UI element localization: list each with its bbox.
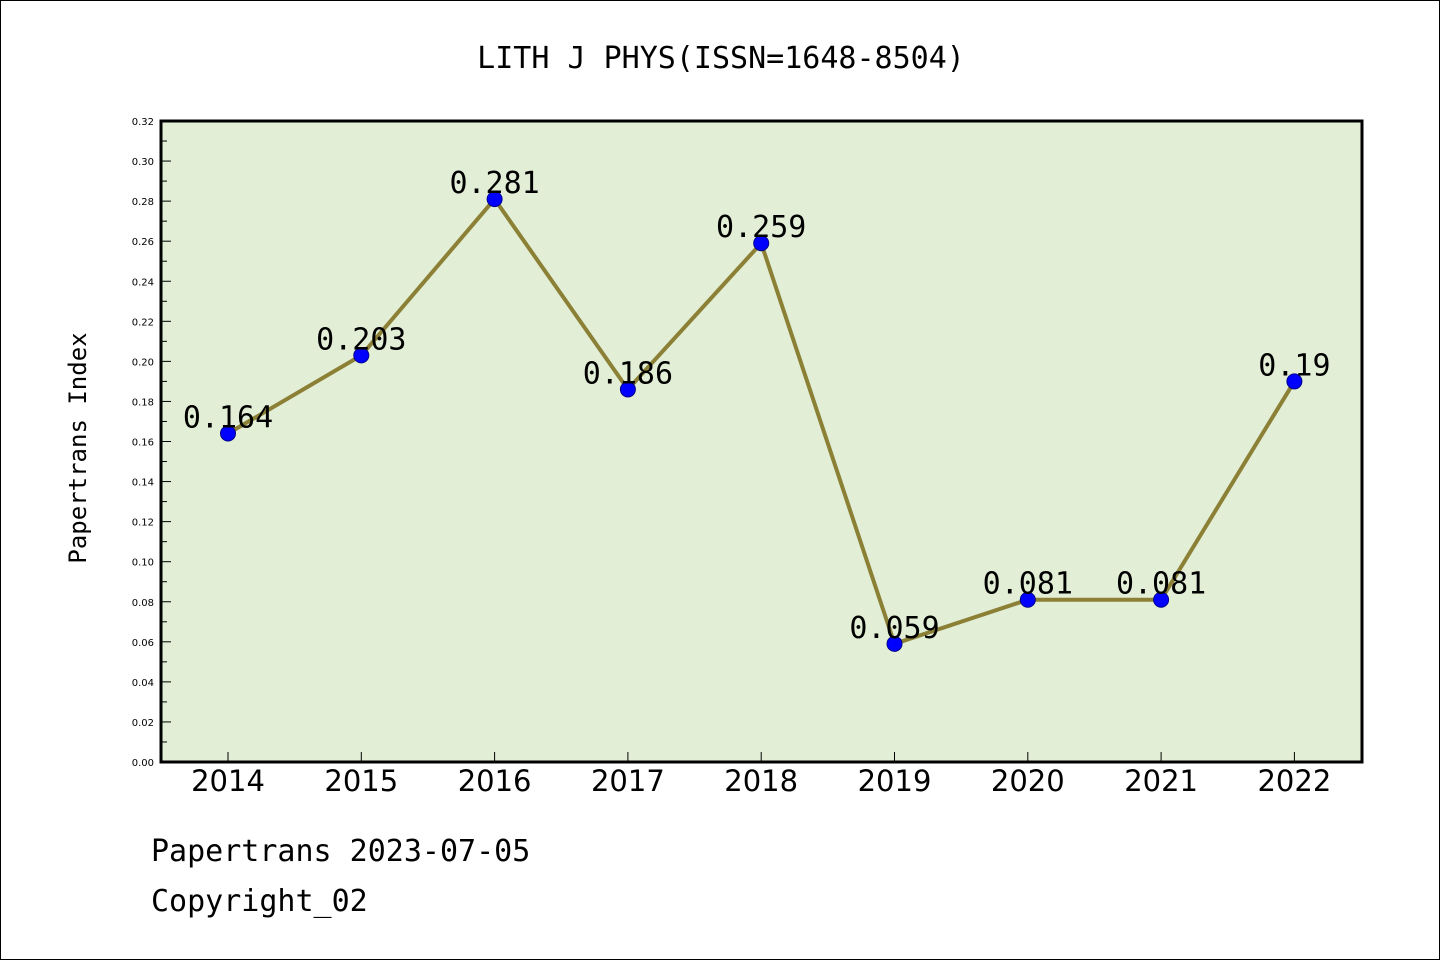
data-label: 0.164 <box>183 400 273 435</box>
y-tick-label: 0.02 <box>132 718 154 729</box>
x-tick-label: 2018 <box>724 764 798 798</box>
footer-copyright: Copyright_02 <box>151 884 368 919</box>
y-tick-label: 0.32 <box>132 117 154 128</box>
y-tick-label: 0.22 <box>132 317 154 328</box>
x-tick-label: 2014 <box>191 764 265 798</box>
data-label: 0.19 <box>1258 348 1330 383</box>
y-tick-label: 0.30 <box>132 157 154 168</box>
data-label: 0.203 <box>316 322 406 357</box>
x-tick-label: 2021 <box>1124 764 1198 798</box>
x-tick-label: 2016 <box>458 764 532 798</box>
data-point <box>220 425 236 442</box>
y-tick-label: 0.10 <box>132 558 154 569</box>
y-tick-label: 0.12 <box>132 518 154 529</box>
y-tick-label: 0.08 <box>132 598 154 609</box>
data-point <box>886 635 903 652</box>
x-tick-label: 2019 <box>858 764 932 798</box>
x-tick-label: 2022 <box>1257 764 1331 798</box>
y-tick-label: 0.00 <box>132 758 154 769</box>
data-markers <box>220 191 1303 652</box>
data-point <box>619 381 636 398</box>
data-point <box>353 347 370 364</box>
data-label: 0.186 <box>583 356 673 391</box>
data-point <box>753 235 770 252</box>
y-tick-label: 0.04 <box>132 678 154 689</box>
data-label: 0.259 <box>716 210 806 245</box>
y-tick-label: 0.28 <box>132 197 154 208</box>
y-axis-ticks: 0.00 0.02 0.04 0.06 0.08 0.10 0.12 0.14 0.16 0.18… <box>132 117 171 769</box>
x-axis-ticks: 2014 2015 2016 2017 2018 2019 2020 2021 2022 <box>191 752 1331 798</box>
data-label: 0.059 <box>849 611 939 646</box>
plot-area <box>161 121 1362 762</box>
y-tick-label: 0.18 <box>132 397 154 408</box>
data-label: 0.081 <box>983 567 1073 602</box>
data-point <box>1153 591 1170 608</box>
y-tick-label: 0.24 <box>132 277 154 288</box>
plot-frame <box>159 119 1364 764</box>
x-tick-label: 2015 <box>324 764 398 798</box>
data-label: 0.081 <box>1116 567 1206 602</box>
data-point <box>1286 373 1303 390</box>
data-labels: 0.164 0.203 0.281 0.186 0.259 0.059 0.081 0.081… <box>183 166 1331 646</box>
y-tick-label: 0.26 <box>132 237 154 248</box>
data-label: 0.281 <box>449 166 539 201</box>
x-tick-label: 2017 <box>591 764 665 798</box>
y-tick-label: 0.06 <box>132 638 154 649</box>
y-axis-label: Papertrans Index <box>64 332 92 563</box>
x-tick-label: 2020 <box>991 764 1065 798</box>
data-point <box>486 191 503 208</box>
data-point <box>1019 591 1036 608</box>
y-tick-label: 0.16 <box>132 438 154 449</box>
footer-date: Papertrans 2023-07-05 <box>151 834 531 869</box>
chart-title: LITH J PHYS(ISSN=1648-8504) <box>477 41 965 76</box>
y-tick-label: 0.14 <box>132 478 154 489</box>
y-tick-label: 0.20 <box>132 357 154 368</box>
